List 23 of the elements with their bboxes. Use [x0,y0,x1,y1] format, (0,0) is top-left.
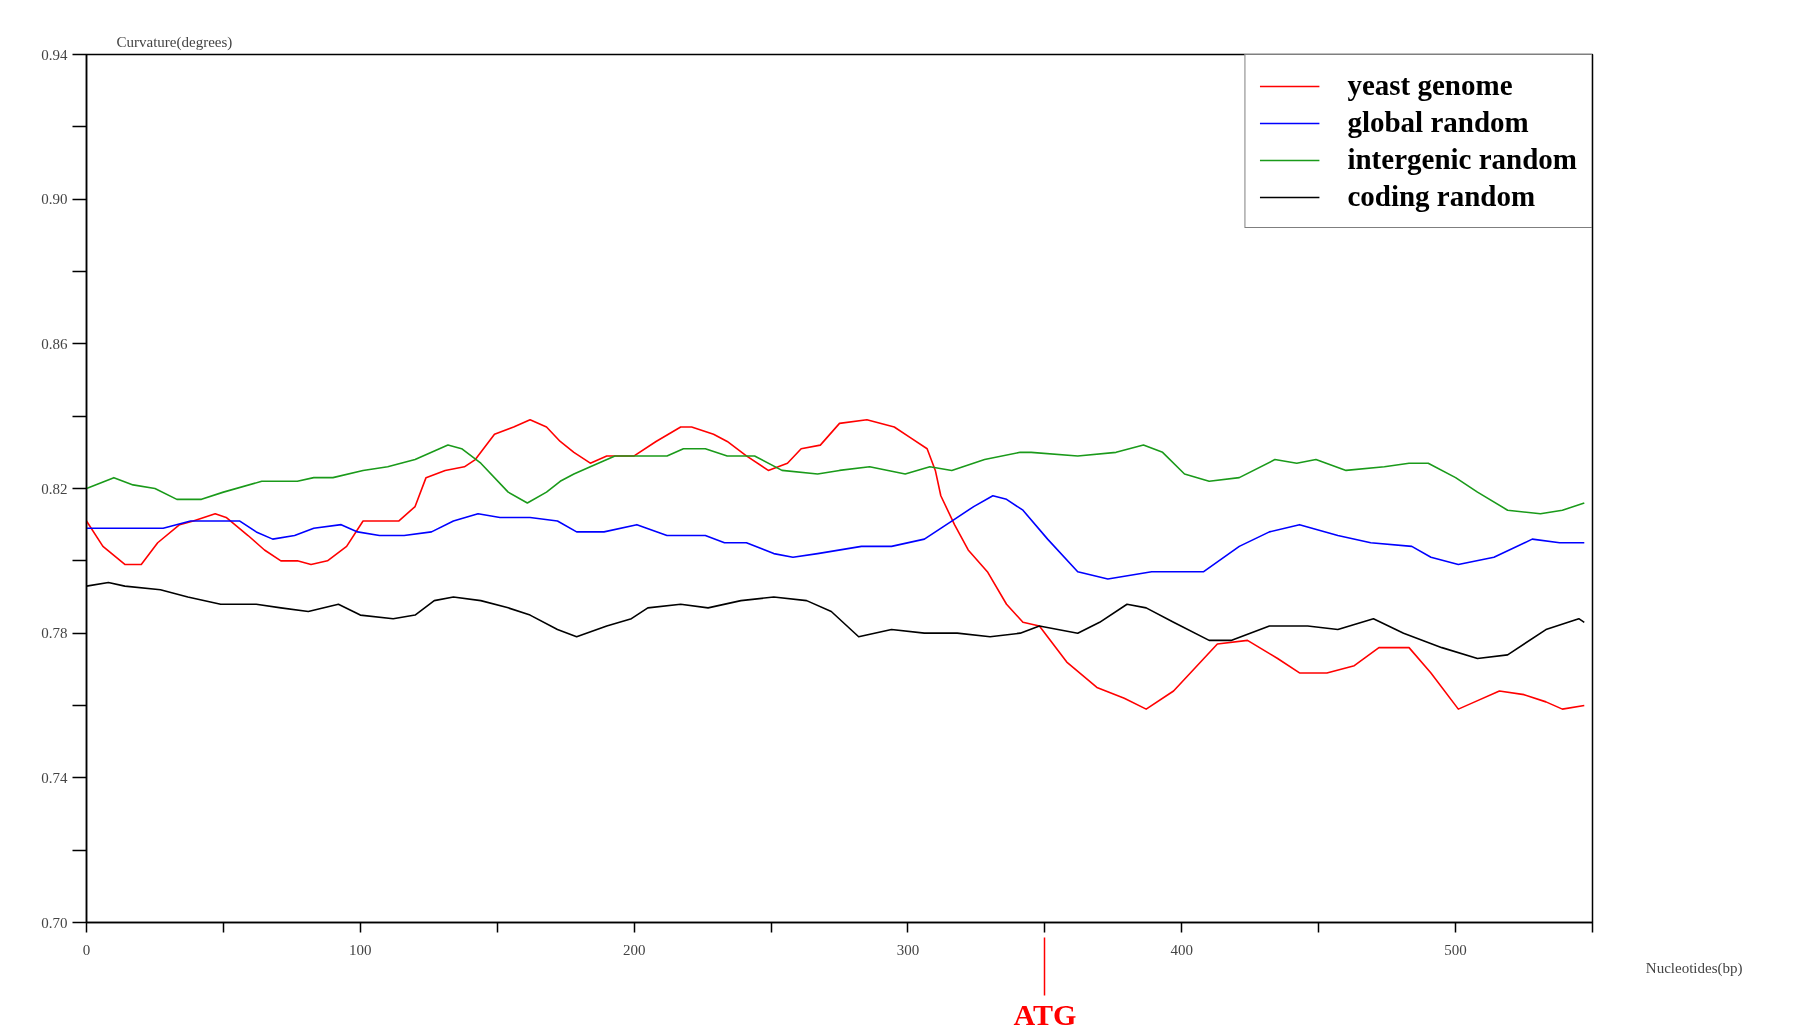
y-axis-title: Curvature(degrees) [116,33,233,51]
legend-label: global random [1347,106,1529,139]
y-tick-label: 0.94 [41,46,68,63]
line-series [86,494,1586,580]
line-series [86,444,1586,515]
legend-label: intergenic random [1347,143,1577,176]
x-tick-label: 500 [1444,941,1467,958]
y-tick-label: 0.78 [41,625,68,642]
line-series [86,418,1586,710]
ref-line-label: ATG [1013,997,1077,1029]
legend-label: yeast genome [1347,69,1513,102]
y-tick-label: 0.86 [41,335,68,352]
y-tick-label: 0.82 [41,480,68,497]
x-axis-title: Nucleotides(bp) [1645,959,1743,977]
x-tick-label: 200 [622,941,646,958]
y-tick-label: 0.90 [41,191,68,208]
x-tick-label: 400 [1170,941,1194,958]
x-tick-label: 300 [896,941,920,958]
x-tick-label: 100 [349,941,372,958]
y-tick-label: 0.74 [41,769,68,786]
y-tick-label: 0.70 [41,914,68,931]
x-tick-label: 0 [82,941,91,958]
legend-label: coding random [1347,180,1536,213]
